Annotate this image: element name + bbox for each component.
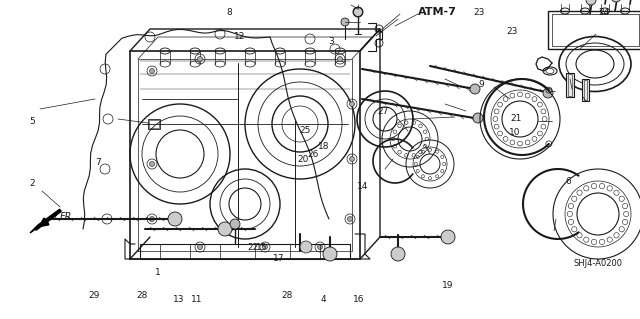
Text: 24: 24 [598,8,610,17]
Circle shape [353,7,363,17]
Text: 1: 1 [156,268,161,277]
Circle shape [349,157,355,161]
Text: 7: 7 [95,158,100,167]
Bar [552,14,639,46]
Text: 27: 27 [378,107,389,116]
Text: 13: 13 [173,295,185,304]
Text: 15: 15 [256,243,268,252]
Text: 6: 6 [565,177,571,186]
Circle shape [470,84,480,94]
Circle shape [150,69,154,73]
Text: 29: 29 [88,291,100,300]
Circle shape [341,18,349,26]
Circle shape [337,56,342,62]
Circle shape [300,241,312,253]
Circle shape [230,219,240,229]
Text: 17: 17 [273,254,285,263]
Text: 18: 18 [318,142,330,151]
Text: 5: 5 [29,117,35,126]
Bar [568,74,572,96]
Circle shape [150,217,154,221]
Circle shape [198,244,202,249]
Text: 22: 22 [248,243,259,252]
Text: 23: 23 [506,27,518,36]
Text: 28: 28 [281,291,292,300]
Circle shape [150,161,154,167]
Circle shape [218,222,232,236]
Text: 11: 11 [191,295,203,304]
Circle shape [348,217,353,221]
Text: 12: 12 [234,32,246,41]
Text: 3: 3 [328,37,333,46]
Bar [566,73,574,97]
Circle shape [168,212,182,226]
Text: 20: 20 [298,155,309,164]
Circle shape [198,56,202,62]
Circle shape [543,88,553,98]
Text: ATM-7: ATM-7 [418,7,457,17]
Text: 8: 8 [227,8,232,17]
Text: 14: 14 [357,182,369,191]
Polygon shape [30,209,60,233]
Text: 4: 4 [321,295,326,304]
Text: SHJ4-A0200: SHJ4-A0200 [573,259,623,269]
Text: 26: 26 [307,150,319,159]
Circle shape [323,247,337,261]
Bar [584,80,587,100]
Text: 10: 10 [509,128,520,137]
Text: 23: 23 [473,8,484,17]
Bar [149,120,159,128]
Text: 28: 28 [136,291,148,300]
Text: 2: 2 [29,179,35,188]
Circle shape [349,101,355,107]
Bar [548,11,640,49]
Text: 25: 25 [300,126,311,135]
Bar [582,79,589,101]
Text: 9: 9 [478,80,484,89]
Text: FR.: FR. [60,212,76,222]
Circle shape [262,244,268,249]
Bar [148,119,160,129]
Circle shape [473,113,483,123]
Circle shape [611,0,621,2]
Circle shape [441,230,455,244]
Text: 16: 16 [353,295,364,304]
Text: 21: 21 [511,114,522,122]
Text: 19: 19 [442,281,453,290]
Circle shape [391,247,405,261]
Circle shape [586,0,596,5]
Circle shape [317,244,323,249]
